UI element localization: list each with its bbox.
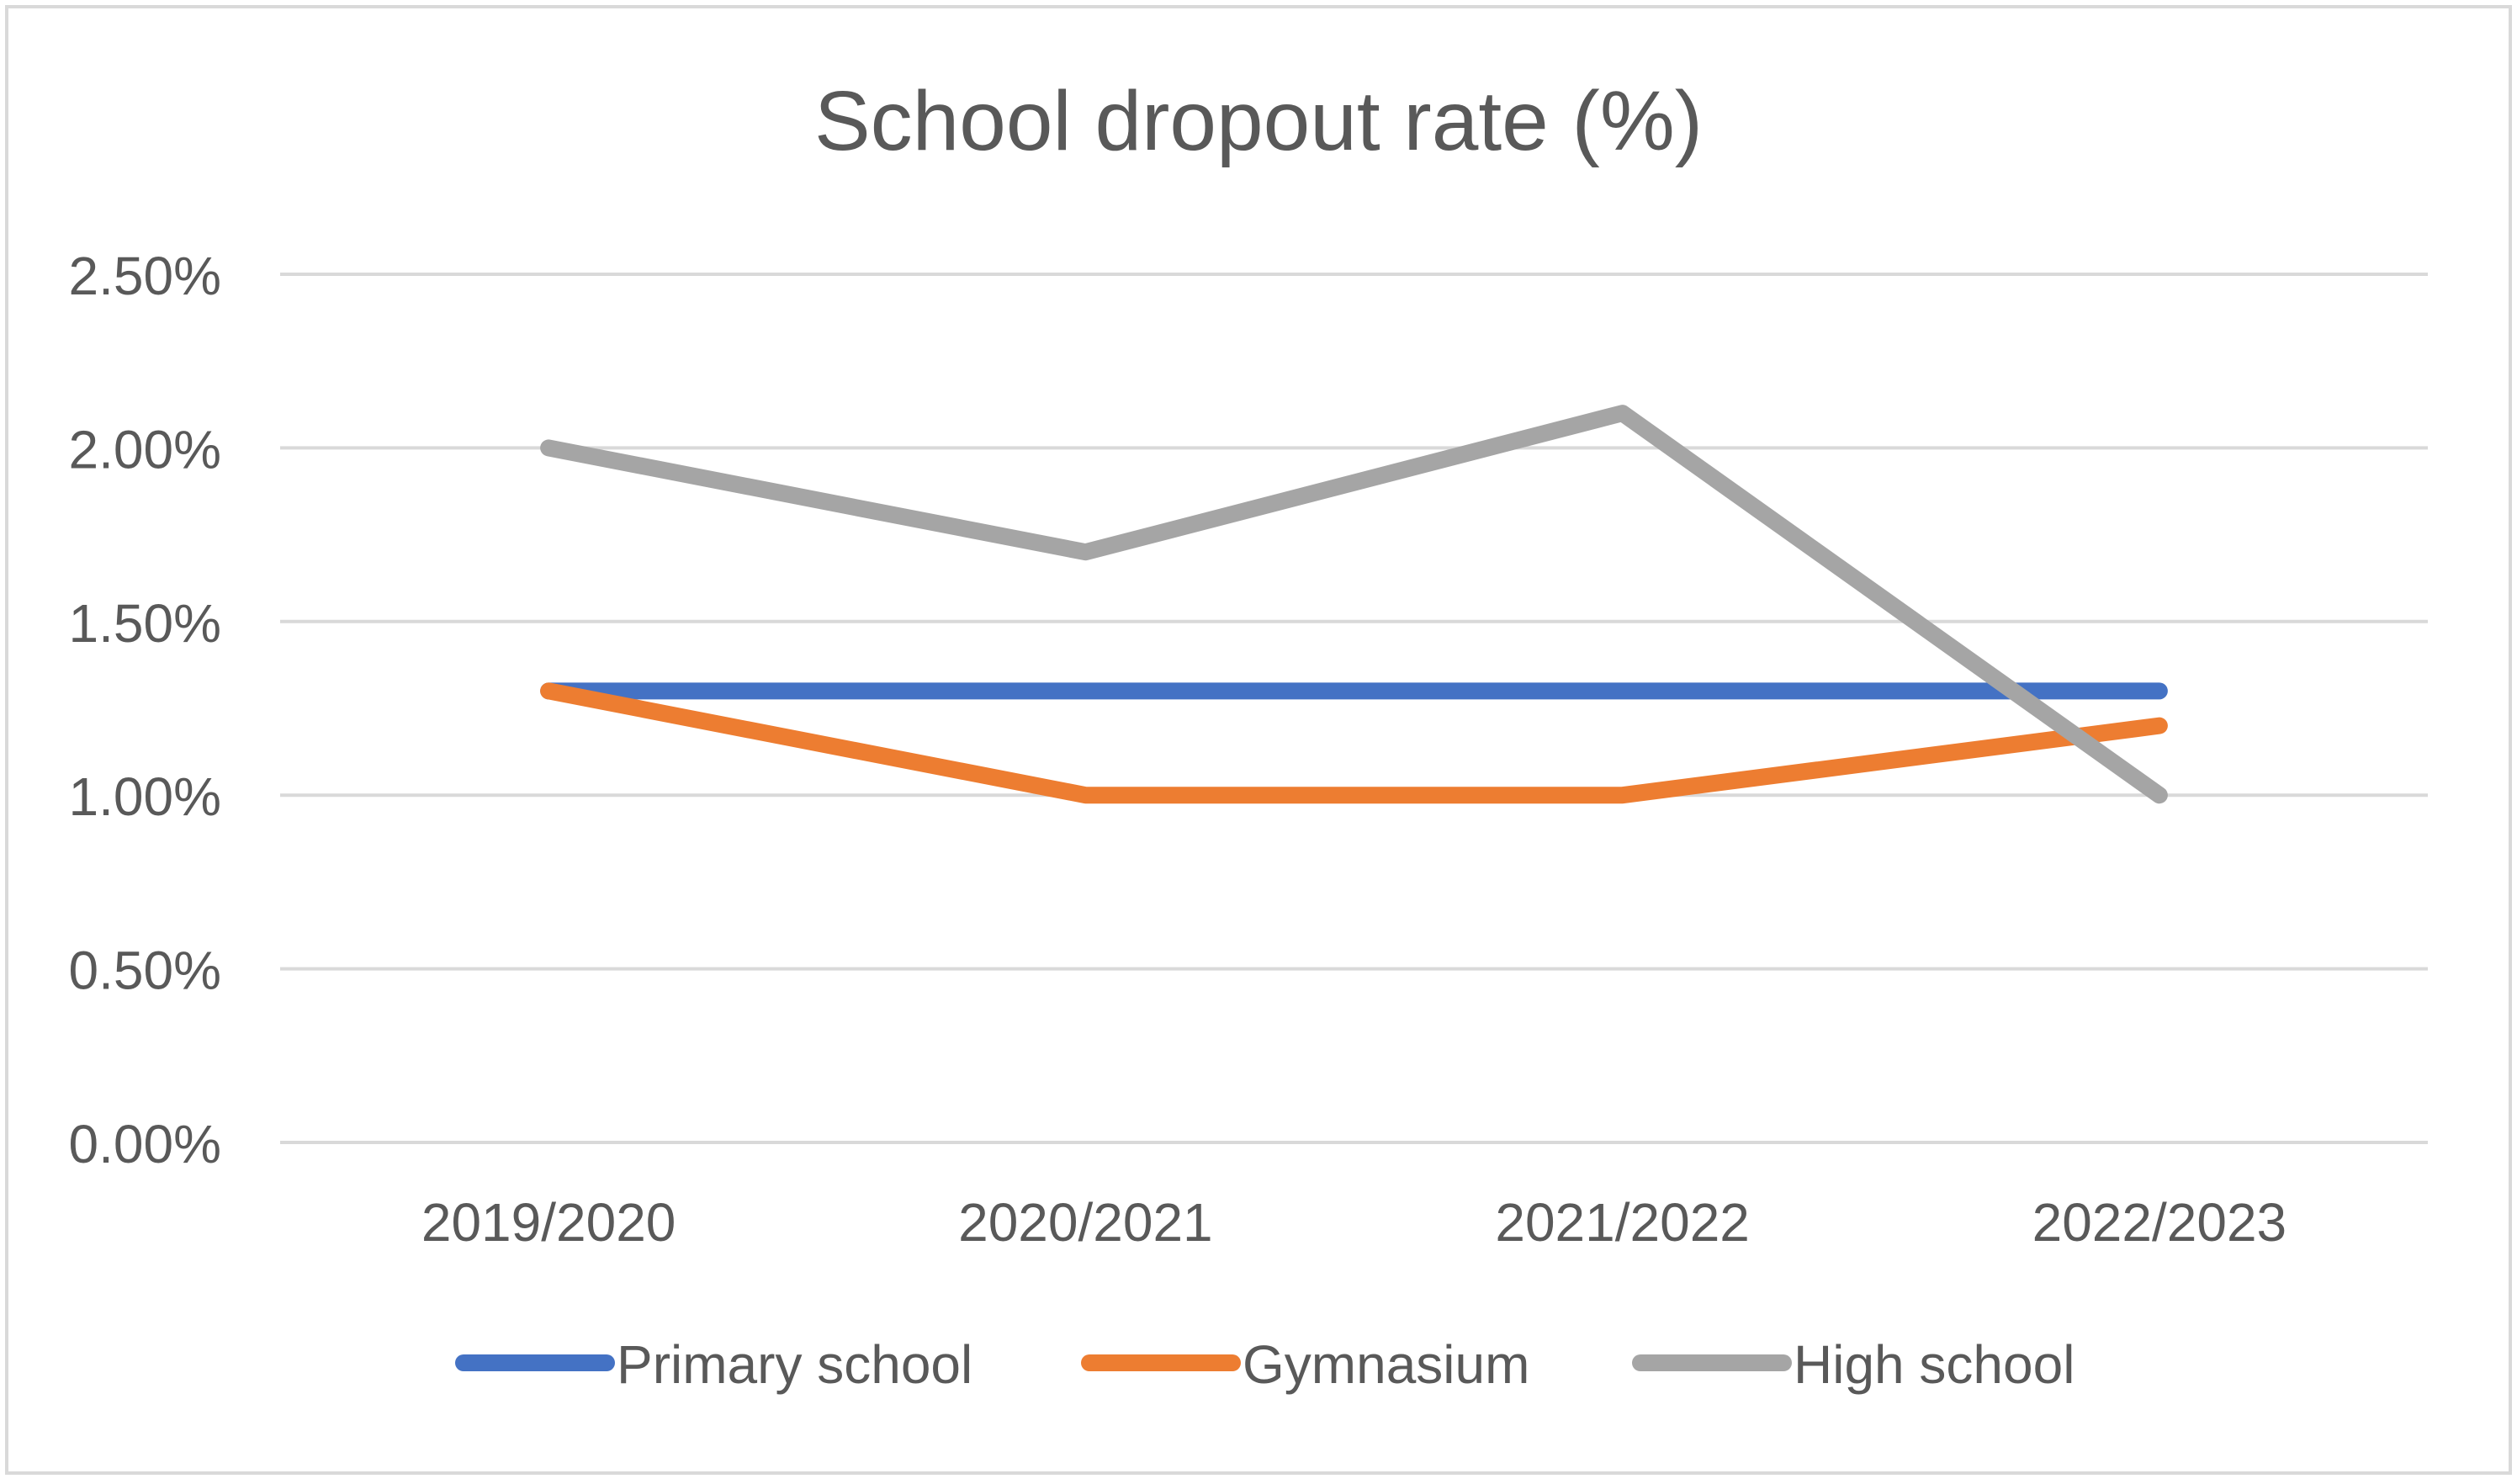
x-tick-label: 2019/2020 <box>421 1192 676 1253</box>
x-tick-label: 2021/2022 <box>1495 1192 1750 1253</box>
legend-label: Primary school <box>617 1334 972 1395</box>
legend-item-primary-school[interactable]: Primary school <box>455 1334 972 1395</box>
x-tick-label: 2022/2023 <box>2032 1192 2287 1253</box>
y-tick-label: 2.00% <box>69 419 221 480</box>
y-axis-tick-labels: 0.00% 0.50% 1.00% 1.50% 2.00% 2.50% <box>69 246 221 1174</box>
legend-item-gymnasium[interactable]: Gymnasium <box>1081 1334 1529 1395</box>
legend-label: Gymnasium <box>1243 1334 1529 1395</box>
y-tick-label: 1.00% <box>69 766 221 827</box>
legend-label: High school <box>1794 1334 2075 1395</box>
series-lines <box>540 405 2168 804</box>
series-line-high-school <box>540 405 2168 804</box>
y-tick-label: 2.50% <box>69 246 221 306</box>
y-tick-label: 1.50% <box>69 593 221 654</box>
series-line-gymnasium <box>540 682 2168 804</box>
x-tick-label: 2020/2021 <box>958 1192 1213 1253</box>
y-tick-label: 0.00% <box>69 1114 221 1174</box>
legend-item-high-school[interactable]: High school <box>1632 1334 2075 1395</box>
legend[interactable]: Primary school Gymnasium High school <box>455 1334 2075 1395</box>
chart-title: School dropout rate (%) <box>814 74 1703 168</box>
chart-border <box>5 5 2512 1475</box>
y-tick-label: 0.50% <box>69 941 221 1001</box>
x-axis-tick-labels: 2019/2020 2020/2021 2021/2022 2022/2023 <box>421 1192 2286 1253</box>
